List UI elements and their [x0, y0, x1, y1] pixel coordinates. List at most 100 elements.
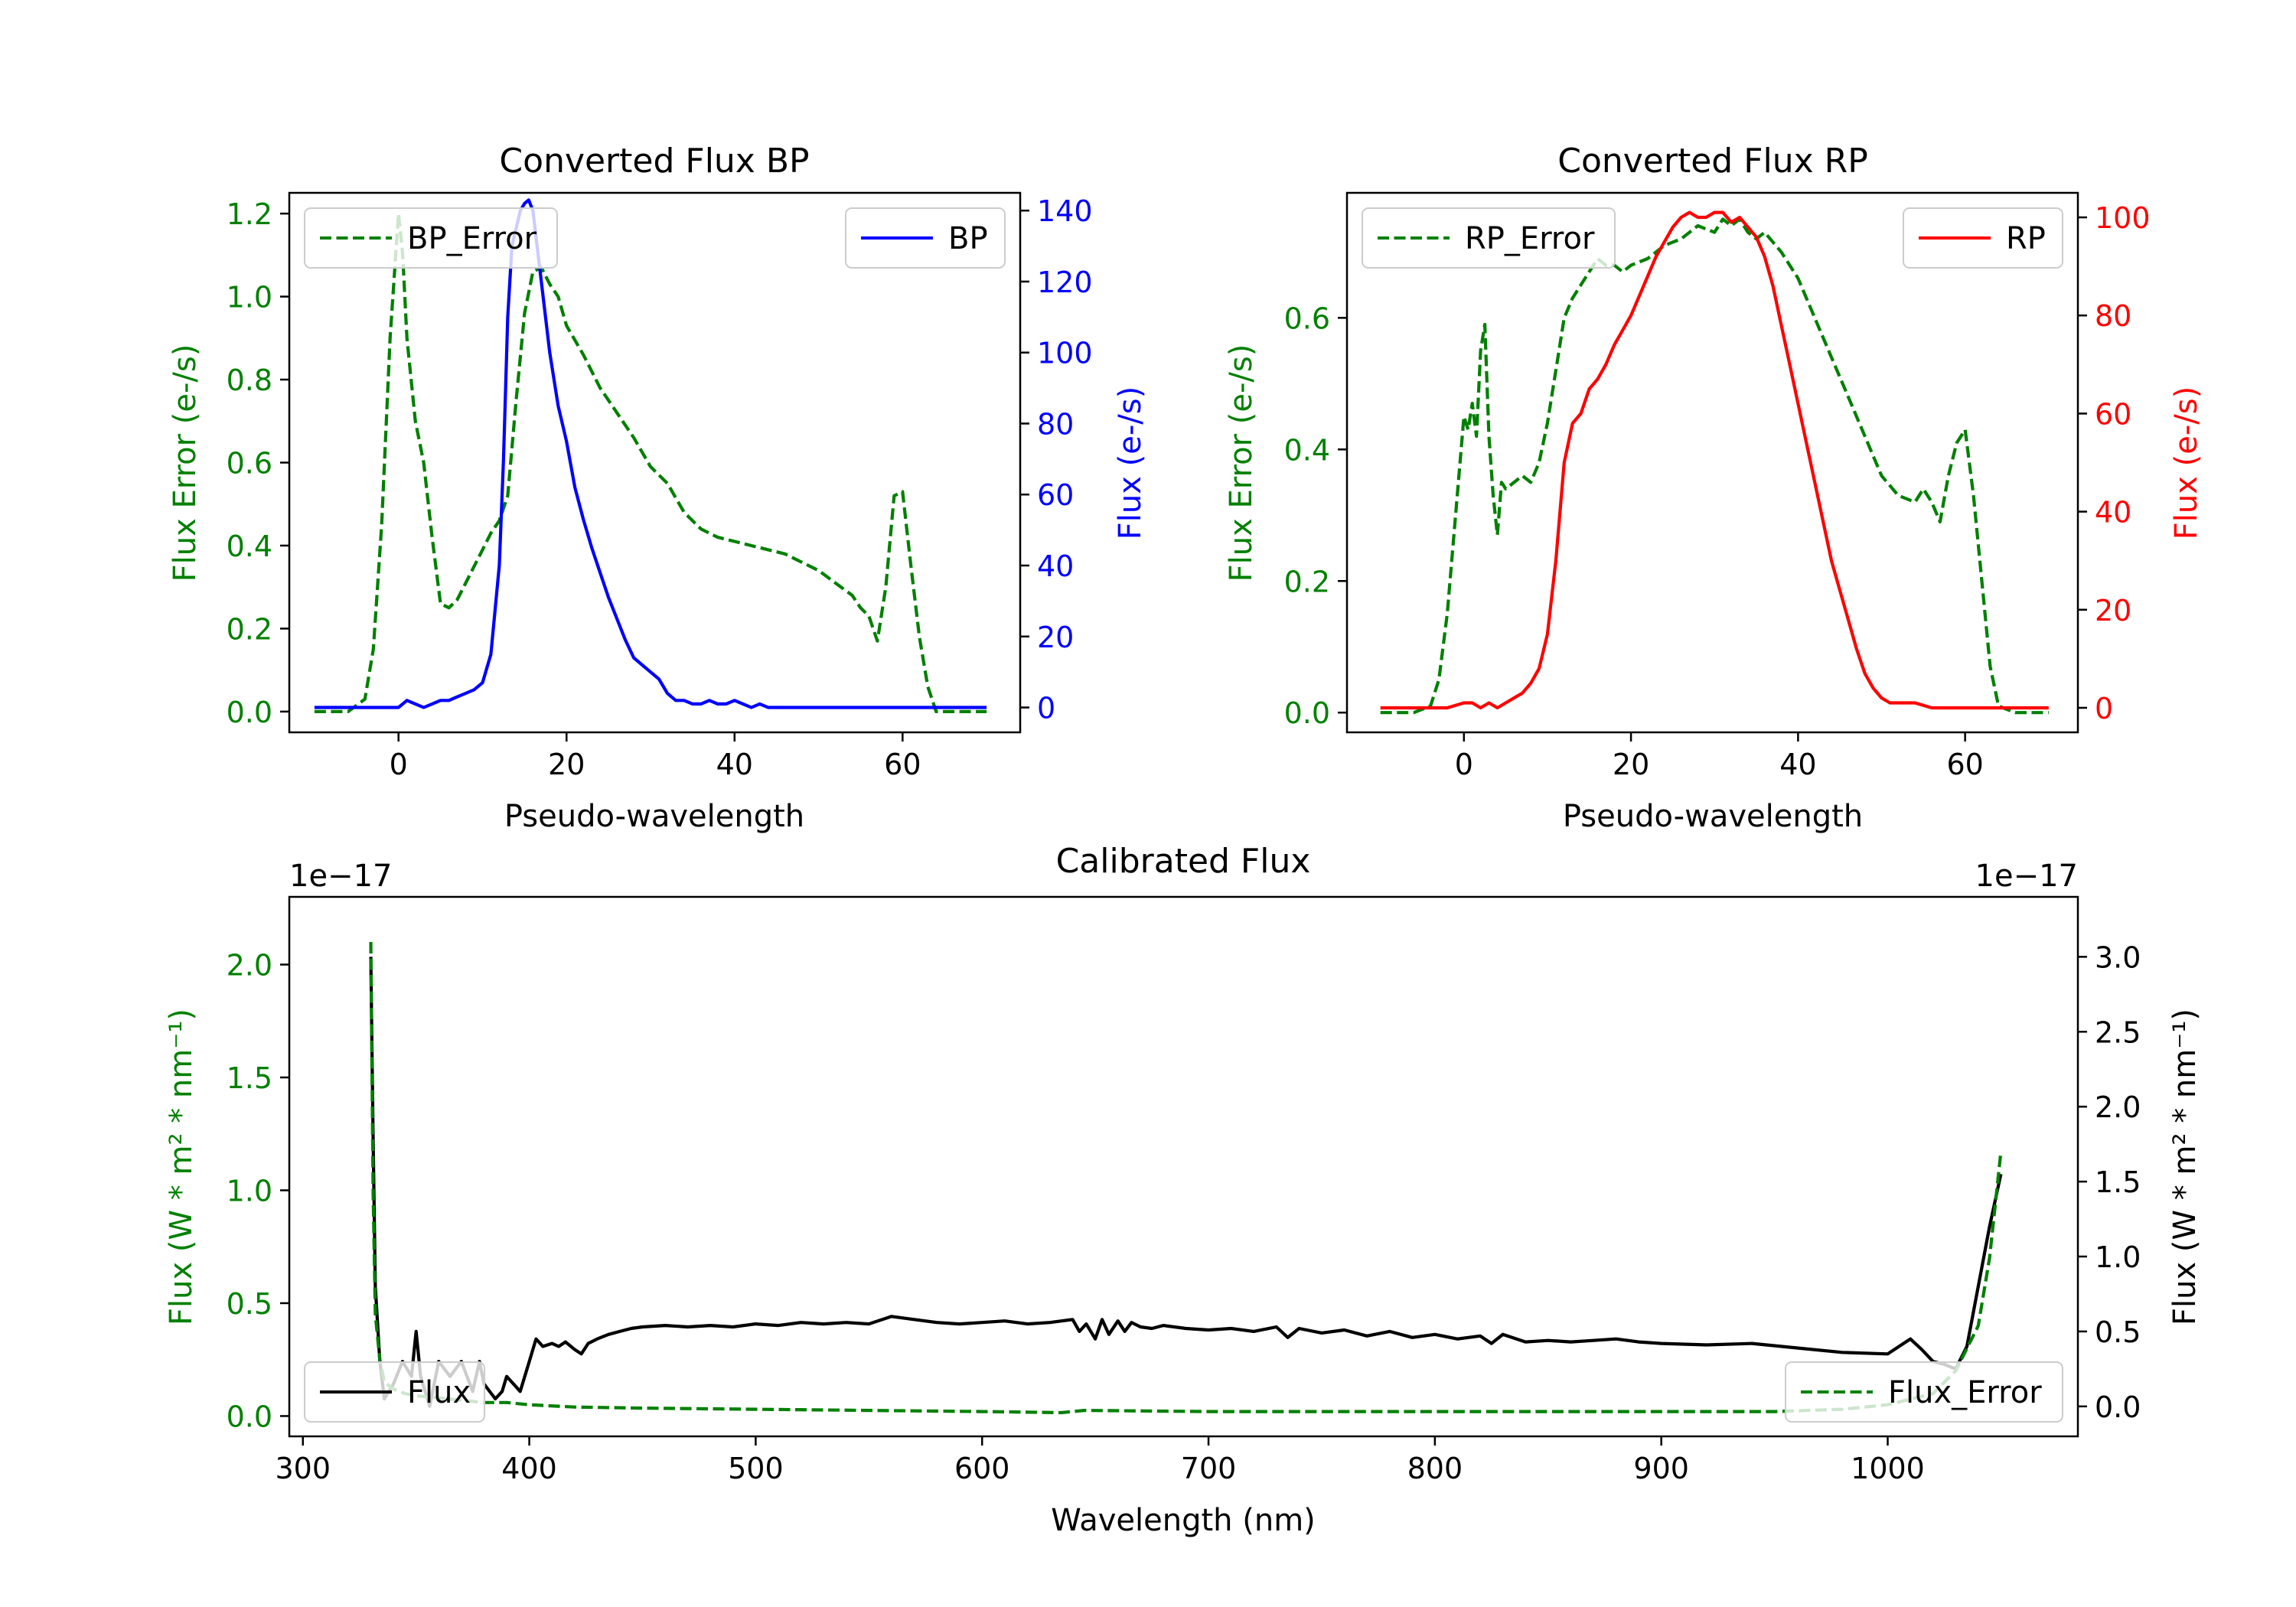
- bp-legend-error-label: BP_Error: [407, 221, 537, 256]
- bp-right-tick-label: 0: [1037, 692, 1055, 725]
- bp-right-tick-label: 140: [1037, 194, 1093, 228]
- cal-x-tick-label: 300: [275, 1452, 331, 1485]
- cal-series-flux-error: [369, 941, 2003, 1415]
- bp-right-tick-label: 60: [1037, 478, 1074, 512]
- bp-left-tick-label: 0.4: [227, 530, 272, 563]
- rp-x-tick-label: 60: [1946, 748, 1983, 781]
- cal-left-tick-label: 0.0: [227, 1400, 272, 1433]
- cal-left-tick-label: 1.0: [227, 1174, 272, 1208]
- bp-axes-frame: [288, 191, 1022, 734]
- rp-legend-error: RP_Error: [1362, 207, 1616, 269]
- bp-left-tick-label: 1.0: [227, 281, 272, 315]
- bp-legend-flux: BP: [845, 207, 1006, 269]
- cal-right-ticks: 0.0 0.5 1.0 1.5 2.0 2.5 3.0: [2078, 940, 2141, 1424]
- bp-right-axis-label: Flux (e-/s): [1113, 386, 1148, 539]
- rp-legend-flux: RP: [1903, 207, 2063, 269]
- cal-x-tick-label: 400: [501, 1452, 557, 1485]
- bp-legend-flux-label: BP: [948, 221, 988, 256]
- cal-x-tick-label: 600: [954, 1452, 1010, 1485]
- rp-right-tick-label: 80: [2095, 299, 2131, 333]
- cal-left-axis-label: Flux (W * m² * nm⁻¹): [164, 1009, 199, 1325]
- rp-right-tick-label: 20: [2095, 594, 2131, 627]
- rp-title: Converted Flux RP: [1557, 142, 1868, 181]
- cal-series-flux: [369, 957, 2003, 1408]
- rp-left-tick-label: 0.4: [1284, 433, 1330, 467]
- rp-left-tick-label: 0.6: [1284, 302, 1330, 335]
- rp-legend-flux-label: RP: [2006, 221, 2046, 256]
- cal-left-tick-label: 1.5: [227, 1061, 272, 1095]
- cal-right-tick-label: 2.0: [2095, 1090, 2141, 1124]
- cal-left-offset: 1e−17: [289, 859, 392, 894]
- bp-right-tick-label: 100: [1037, 337, 1093, 370]
- cal-left-ticks: 0.0 0.5 1.0 1.5 2.0: [227, 948, 289, 1433]
- rp-right-ticks: 0 20 40 60 80 100: [2078, 201, 2151, 725]
- bp-left-ticks: 0.0 0.2 0.4 0.6 0.8 1.0 1.2: [227, 197, 289, 729]
- bp-right-tick-label: 120: [1037, 266, 1093, 299]
- bp-left-tick-label: 0.8: [227, 363, 272, 397]
- bp-plot-area: [314, 198, 987, 714]
- rp-legend-error-label: RP_Error: [1465, 221, 1595, 256]
- bp-x-tick-label: 0: [390, 748, 408, 781]
- bp-series-bp: [314, 198, 987, 709]
- cal-right-tick-label: 1.5: [2095, 1165, 2141, 1199]
- rp-right-tick-label: 0: [2095, 692, 2113, 725]
- cal-x-tick-label: 800: [1407, 1452, 1463, 1485]
- cal-legend-flux-label: Flux: [407, 1375, 471, 1410]
- bp-right-tick-label: 80: [1037, 407, 1074, 441]
- cal-right-offset: 1e−17: [1975, 859, 2078, 894]
- cal-left-tick-label: 2.0: [227, 948, 272, 982]
- rp-plot-area: [1380, 210, 2049, 715]
- rp-x-label: Pseudo-wavelength: [1563, 799, 1863, 834]
- bp-left-tick-label: 0.0: [227, 696, 272, 729]
- cal-x-ticks: 300 400 500 600 700 800 900 1000: [275, 1436, 1925, 1485]
- rp-left-tick-label: 0.0: [1284, 696, 1330, 730]
- bp-panel: Converted Flux BP 0 20 40 60 0.00.20.40.60.…: [168, 142, 1148, 834]
- cal-left-tick-label: 0.5: [227, 1287, 272, 1321]
- cal-title: Calibrated Flux: [1056, 842, 1311, 881]
- cal-right-tick-label: 3.0: [2095, 940, 2141, 974]
- bp-x-tick-label: 60: [884, 748, 921, 781]
- cal-x-label: Wavelength (nm): [1051, 1503, 1316, 1538]
- rp-left-axis-label: Flux Error (e-/s): [1224, 344, 1259, 582]
- cal-right-axis-label: Flux (W * m² * nm⁻¹): [2167, 1009, 2203, 1325]
- rp-series-rp: [1380, 210, 2049, 710]
- bp-x-label: Pseudo-wavelength: [504, 799, 804, 834]
- bp-left-axis-label: Flux Error (e-/s): [168, 344, 203, 582]
- cal-x-tick-label: 900: [1633, 1452, 1689, 1485]
- cal-plot-area: [369, 941, 2003, 1415]
- cal-x-tick-label: 700: [1181, 1452, 1237, 1485]
- rp-right-tick-label: 100: [2095, 201, 2151, 235]
- bp-series-bp-error: [314, 212, 987, 714]
- bp-right-ticks: 0 20 40 60 80 100 120 140: [1020, 194, 1093, 725]
- bp-left-tick-label: 0.6: [227, 447, 272, 481]
- bp-legend-error: BP_Error: [304, 207, 558, 269]
- cal-legend-error: Flux_Error: [1785, 1361, 2063, 1423]
- bp-right-tick-label: 40: [1037, 549, 1074, 583]
- bp-x-ticks: 0 20 40 60: [390, 732, 921, 781]
- rp-axes-frame: [1345, 191, 2079, 734]
- rp-x-ticks: 0 20 40 60: [1455, 732, 1984, 781]
- rp-right-tick-label: 40: [2095, 496, 2131, 530]
- cal-right-tick-label: 2.5: [2095, 1015, 2141, 1049]
- rp-x-tick-label: 20: [1613, 748, 1649, 781]
- bp-right-tick-label: 20: [1037, 621, 1074, 654]
- cal-right-tick-label: 0.0: [2095, 1390, 2141, 1424]
- calibrated-panel: Calibrated Flux 1e−17 1e−17 300 400 500 600…: [164, 842, 2203, 1538]
- cal-legend-error-label: Flux_Error: [1888, 1375, 2042, 1410]
- bp-x-tick-label: 40: [716, 748, 753, 781]
- rp-left-tick-label: 0.2: [1284, 565, 1330, 598]
- cal-x-tick-label: 500: [728, 1452, 784, 1485]
- cal-x-tick-label: 1000: [1851, 1452, 1925, 1485]
- rp-series-rp-error: [1380, 217, 2049, 715]
- bp-title: Converted Flux BP: [499, 142, 809, 181]
- rp-right-tick-label: 60: [2095, 397, 2131, 431]
- cal-axes-frame: [288, 895, 2079, 1438]
- bp-x-tick-label: 20: [548, 748, 585, 781]
- cal-legend-flux: Flux: [304, 1361, 485, 1423]
- rp-right-axis-label: Flux (e-/s): [2169, 386, 2204, 539]
- rp-x-tick-label: 0: [1455, 748, 1473, 781]
- bp-left-tick-label: 1.2: [227, 197, 272, 231]
- rp-panel: Converted Flux RP 0 20 40 60 0.0 0.2 0.4 0.6 0…: [1224, 142, 2204, 834]
- bp-left-tick-label: 0.2: [227, 612, 272, 646]
